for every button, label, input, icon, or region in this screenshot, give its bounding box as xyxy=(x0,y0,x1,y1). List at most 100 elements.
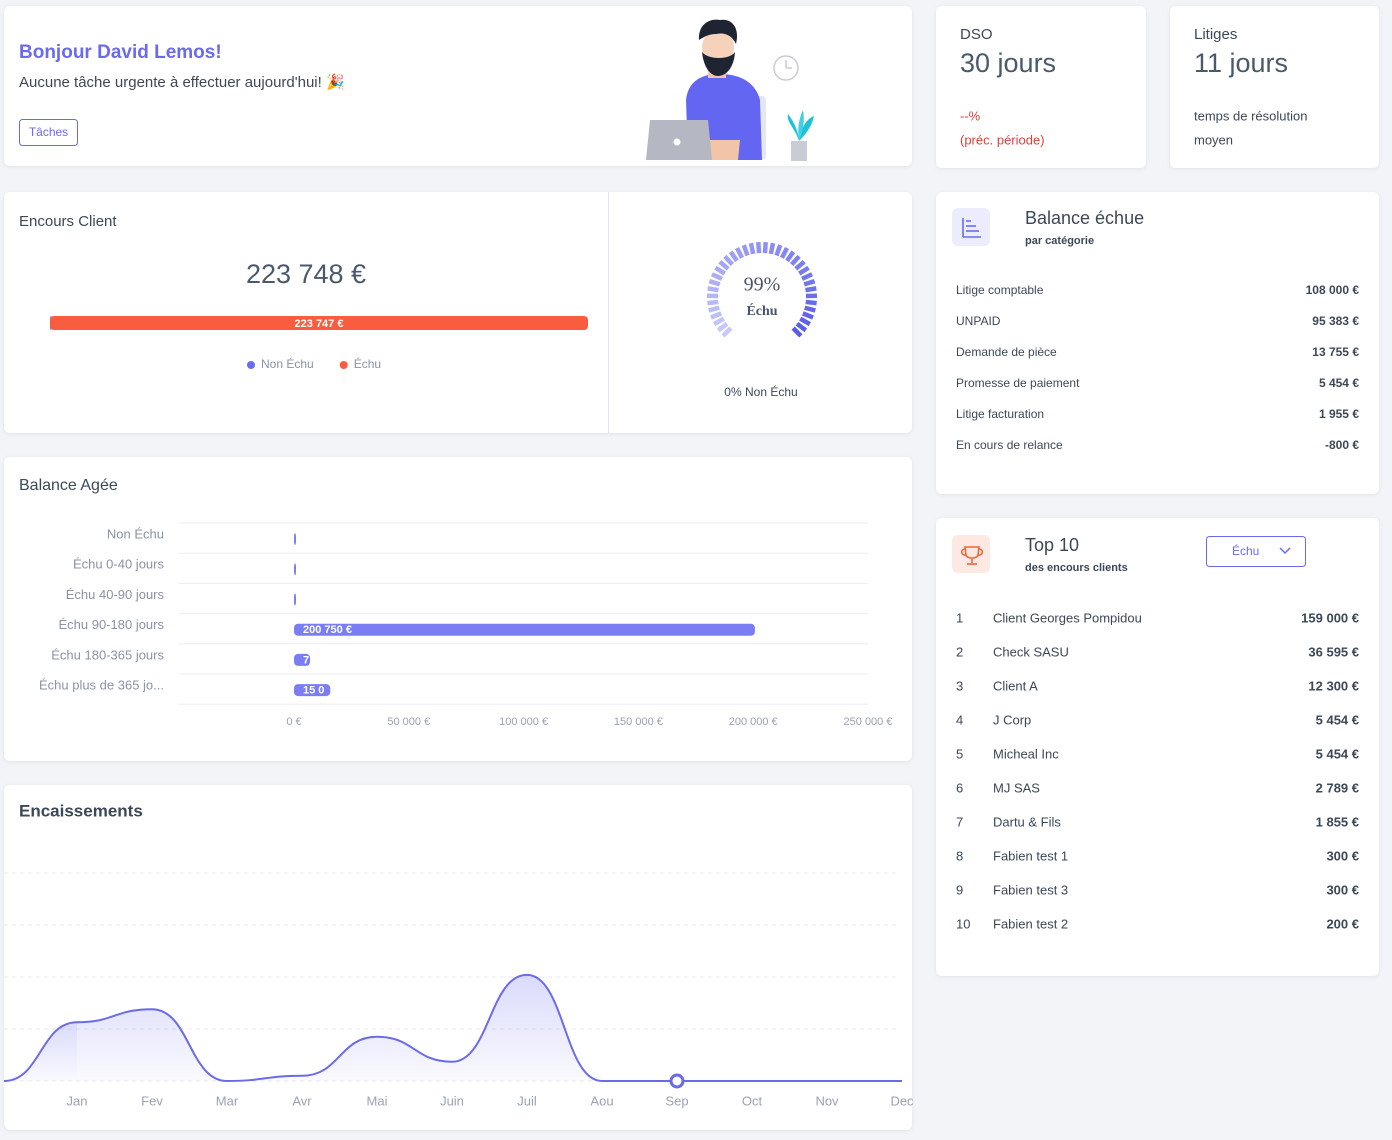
top10-amount: 200 € xyxy=(1326,916,1359,931)
top10-rank: 1 xyxy=(956,610,963,625)
category-label: Échu 0-40 jours xyxy=(73,557,165,572)
active-point xyxy=(669,1073,685,1089)
gauge-segment xyxy=(718,260,730,271)
balance-row-label: Promesse de paiement xyxy=(956,376,1080,390)
illustration xyxy=(646,19,814,161)
balance-row-amount: 13 755 € xyxy=(1312,345,1359,359)
balance-row-label: UNPAID xyxy=(956,314,1001,328)
top10-rank: 8 xyxy=(956,848,963,863)
category-label: Échu 40-90 jours xyxy=(66,587,165,602)
x-tick-label: Aou xyxy=(590,1093,613,1108)
top10-name: Check SASU xyxy=(993,644,1069,659)
gauge-segment xyxy=(790,254,801,267)
x-tick-label: Juin xyxy=(440,1093,464,1108)
x-tick-label: Juil xyxy=(517,1093,537,1108)
gauge-label: Échu xyxy=(746,302,777,319)
top10-subtitle: des encours clients xyxy=(1025,562,1128,574)
balance-row-label: Litige comptable xyxy=(956,283,1044,297)
top10-name: Client A xyxy=(993,678,1038,693)
top10-rank: 4 xyxy=(956,712,963,727)
x-tick-label: Nov xyxy=(815,1093,839,1108)
top10-amount: 2 789 € xyxy=(1316,780,1359,795)
gauge-segment xyxy=(791,326,803,338)
balance-row-label: Litige facturation xyxy=(956,407,1044,421)
bar-label: 7 xyxy=(303,654,309,666)
x-tick-label: Fev xyxy=(141,1093,163,1108)
category-label: Échu plus de 365 jo... xyxy=(39,678,164,693)
filter-dropdown[interactable] xyxy=(1206,536,1306,567)
chart-title: Balance Agée xyxy=(19,477,118,494)
gauge-segment xyxy=(774,244,783,257)
tasks-button-label[interactable]: Tâches xyxy=(29,125,68,139)
top10-rank: 7 xyxy=(956,814,963,829)
balance-icon-box xyxy=(952,208,990,246)
gauge-segment xyxy=(795,321,808,333)
legend-dot xyxy=(339,361,348,369)
category-label: Échu 180-365 jours xyxy=(51,647,164,662)
category-label: Non Échu xyxy=(107,527,164,542)
balance-row-amount: 95 383 € xyxy=(1312,314,1359,328)
x-tick-label: 50 000 € xyxy=(387,716,430,728)
gauge-segment xyxy=(716,321,729,333)
tasks-button[interactable] xyxy=(19,119,78,146)
legend-label: Échu xyxy=(354,356,381,371)
balance-row-amount: 5 454 € xyxy=(1319,376,1359,390)
bar xyxy=(294,653,311,666)
top10-amount: 5 454 € xyxy=(1316,746,1359,761)
x-tick-label: Avr xyxy=(292,1093,312,1108)
gauge-segment xyxy=(756,241,762,254)
gauge-segment xyxy=(798,265,810,276)
greeting-message: Aucune tâche urgente à effectuer aujourd… xyxy=(19,73,345,91)
dso-label: DSO xyxy=(960,26,993,43)
top10-name: Micheal Inc xyxy=(993,746,1059,761)
balance-echue-title: Balance échue xyxy=(1025,208,1144,228)
dso-value: 30 jours xyxy=(960,48,1056,78)
filter-dropdown-label[interactable]: Échu xyxy=(1232,543,1259,558)
top10-name: Client Georges Pompidou xyxy=(993,610,1142,625)
trophy-icon xyxy=(960,546,984,565)
bar xyxy=(294,623,755,636)
balance-row-label: En cours de relance xyxy=(956,438,1063,452)
x-tick-label: 150 000 € xyxy=(614,716,663,728)
x-tick-label: 0 € xyxy=(286,716,301,728)
gauge-segment xyxy=(804,305,816,313)
top10-name: Fabien test 2 xyxy=(993,916,1068,931)
top10-rank: 10 xyxy=(956,916,970,931)
gauge-segment xyxy=(805,299,817,306)
litiges-note: temps de résolution xyxy=(1194,108,1307,123)
gauge-segment xyxy=(707,299,719,306)
gauge-segment xyxy=(768,242,776,255)
balance-row-amount: -800 € xyxy=(1325,438,1359,452)
bar xyxy=(294,684,331,697)
balance-icon xyxy=(962,218,981,238)
dropdown-chevron[interactable] xyxy=(1279,547,1291,555)
encours-bar xyxy=(50,316,589,330)
top10-amount: 36 595 € xyxy=(1308,644,1359,659)
x-tick-label: 250 000 € xyxy=(844,716,893,728)
top10-name: MJ SAS xyxy=(993,780,1040,795)
balance-agee-card xyxy=(4,457,912,761)
gauge-segment xyxy=(741,244,750,257)
top10-rank: 2 xyxy=(956,644,963,659)
x-tick-label: Oct xyxy=(742,1093,763,1108)
bar-label: 200 750 € xyxy=(303,624,352,636)
encours-total: 223 748 € xyxy=(246,259,366,289)
gauge-segment xyxy=(723,254,734,267)
top10-name: Fabien test 3 xyxy=(993,882,1068,897)
gauge-segment xyxy=(710,311,723,320)
x-tick-label: Jan xyxy=(67,1093,88,1108)
gauge-segment xyxy=(799,316,811,327)
category-label: Échu 90-180 jours xyxy=(58,617,164,632)
top10-name: Fabien test 1 xyxy=(993,848,1068,863)
top10-amount: 1 855 € xyxy=(1316,814,1359,829)
litiges-value: 11 jours xyxy=(1194,48,1288,78)
x-tick-label: Mar xyxy=(216,1093,239,1108)
x-tick-label: Mai xyxy=(367,1093,388,1108)
top10-rank: 5 xyxy=(956,746,963,761)
gauge-segment xyxy=(779,246,789,259)
gauge-footer: 0% Non Échu xyxy=(724,384,797,399)
gauge-segment xyxy=(721,326,733,338)
top10-amount: 12 300 € xyxy=(1308,678,1359,693)
top10-rank: 6 xyxy=(956,780,963,795)
